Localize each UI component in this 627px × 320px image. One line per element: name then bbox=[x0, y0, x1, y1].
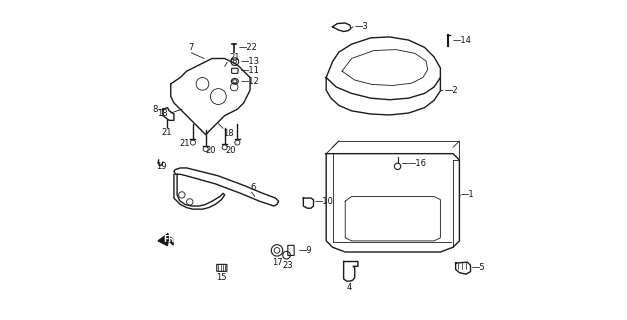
Text: 20: 20 bbox=[205, 146, 216, 155]
Text: —3: —3 bbox=[354, 22, 368, 31]
Text: —22: —22 bbox=[239, 43, 258, 52]
Text: —10: —10 bbox=[315, 197, 334, 206]
Polygon shape bbox=[158, 234, 173, 246]
Text: 18: 18 bbox=[157, 108, 168, 117]
Text: 6: 6 bbox=[250, 183, 255, 192]
Text: —12: —12 bbox=[241, 77, 260, 86]
Text: 21: 21 bbox=[180, 140, 190, 148]
Text: —2: —2 bbox=[444, 86, 458, 95]
Text: —1: —1 bbox=[461, 190, 475, 199]
Text: 23: 23 bbox=[283, 261, 293, 270]
Text: 21: 21 bbox=[229, 53, 240, 62]
Text: —9: —9 bbox=[298, 246, 312, 255]
Text: 20: 20 bbox=[226, 146, 236, 155]
Text: FR.: FR. bbox=[163, 236, 177, 244]
Text: 18: 18 bbox=[223, 129, 234, 138]
Text: —14: —14 bbox=[453, 36, 472, 44]
Text: —16: —16 bbox=[408, 159, 427, 168]
Text: 8: 8 bbox=[152, 105, 157, 114]
Text: 4: 4 bbox=[346, 283, 352, 292]
Text: —5: —5 bbox=[472, 263, 485, 272]
Text: —11: —11 bbox=[241, 66, 260, 76]
Text: —13: —13 bbox=[241, 57, 260, 66]
Text: 15: 15 bbox=[216, 273, 227, 282]
Text: 17: 17 bbox=[271, 258, 282, 267]
Text: 7: 7 bbox=[189, 43, 194, 52]
Text: 21: 21 bbox=[162, 128, 172, 137]
Text: 19: 19 bbox=[156, 162, 167, 171]
